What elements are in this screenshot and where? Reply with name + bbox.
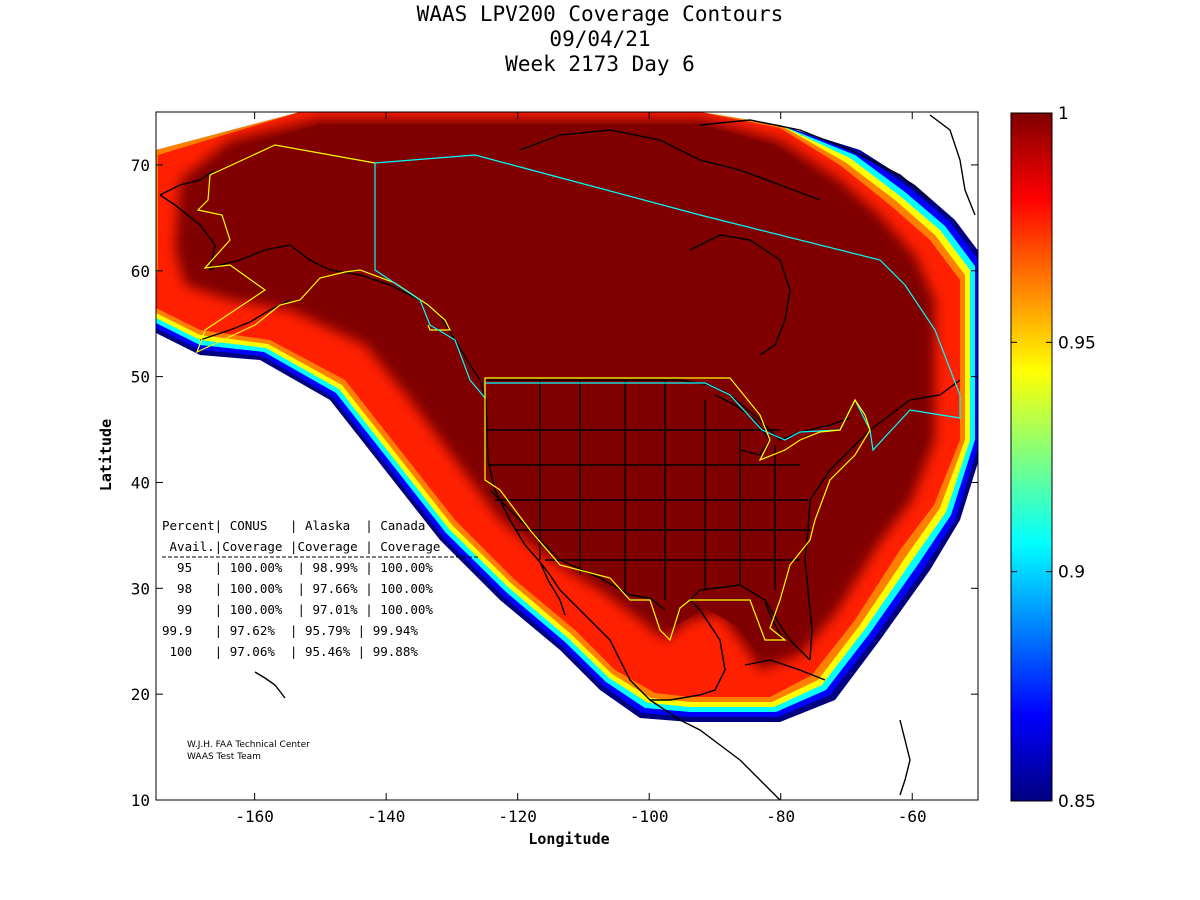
colorbar-tick-label: 0.85 [1058, 792, 1096, 812]
hudson-bay [689, 234, 791, 356]
arctic-islands-2 [699, 119, 931, 201]
conus-service-outline [484, 377, 871, 642]
colorbar-ticks: 0.85 0.9 0.95 1 [1011, 104, 1096, 812]
y-tick-label: 40 [131, 473, 150, 492]
x-tick-label: -160 [235, 807, 274, 826]
y-tick-label: 50 [131, 368, 150, 387]
table-row: 98 | 100.00% | 97.66% | 100.00% [162, 581, 433, 596]
x-tick-label: -80 [766, 807, 795, 826]
table-row: 95 | 100.00% | 98.99% | 100.00% [162, 560, 433, 575]
east-coast [804, 379, 961, 661]
x-axis-ticks: -160 -140 -120 -100 -80 -60 [235, 112, 927, 826]
service-area-outlines [195, 144, 961, 642]
y-tick-label: 60 [131, 262, 150, 281]
x-tick-label: -60 [898, 807, 927, 826]
us-mexico-border [489, 489, 666, 611]
florida [764, 599, 783, 639]
greenland-coast [929, 114, 976, 216]
table-row: 99 | 100.00% | 97.01% | 100.00% [162, 602, 433, 617]
y-axis-label: Latitude [97, 419, 115, 491]
coverage-table: Percent| CONUS | Alaska | Canada Avail.|… [162, 518, 478, 659]
x-tick-label: -120 [498, 807, 537, 826]
central-america [649, 699, 781, 800]
x-tick-label: -140 [367, 807, 406, 826]
y-axis-ticks: 10 20 30 40 50 60 70 [131, 156, 978, 810]
hawaii [254, 671, 286, 699]
coverage-core-inner [190, 124, 925, 655]
y-tick-label: 30 [131, 579, 150, 598]
aleutians [199, 299, 291, 341]
x-axis-label: Longitude [528, 830, 609, 848]
table-header-1: Percent| CONUS | Alaska | Canada [162, 518, 425, 533]
colorbar-tick-label: 0.95 [1058, 333, 1096, 353]
coverage-contours [156, 112, 978, 722]
y-tick-label: 70 [131, 156, 150, 175]
credit-line-1: W.J.H. FAA Technical Center [187, 740, 310, 750]
chart-title: WAAS LPV200 Coverage Contours [416, 2, 784, 26]
table-header-2: Avail.|Coverage |Coverage | Coverage [162, 539, 440, 554]
alaska-west-coast [159, 169, 216, 196]
colorbar-tick-label: 0.9 [1058, 563, 1085, 583]
colorbar [1010, 112, 1053, 802]
canada-service-outline [374, 154, 961, 452]
coastlines [159, 114, 976, 800]
chart-week: Week 2173 Day 6 [505, 52, 695, 76]
caribbean-cuba [744, 659, 826, 681]
credit-line-2: WAAS Test Team [187, 752, 261, 762]
baja [539, 561, 566, 616]
table-row: 100 | 97.06% | 95.46% | 99.88% [162, 644, 418, 659]
arctic-islands [519, 129, 821, 201]
colorbar-tick-label: 1 [1058, 104, 1069, 124]
alaska-coast [159, 194, 471, 366]
chart-date: 09/04/21 [549, 27, 651, 51]
y-tick-label: 20 [131, 685, 150, 704]
caribbean-islands [899, 719, 911, 796]
y-tick-label: 10 [131, 791, 150, 810]
alaska-service-outline [195, 144, 451, 354]
plot-frame [155, 111, 979, 801]
x-tick-label: -100 [630, 807, 669, 826]
table-row: 99.9 | 97.62% | 95.79% | 99.94% [162, 623, 418, 638]
